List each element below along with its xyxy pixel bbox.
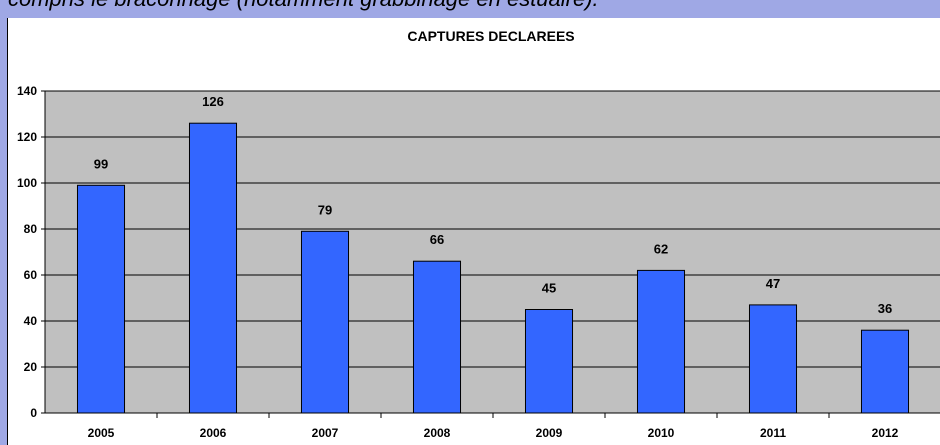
data-label-2007: 79: [318, 202, 332, 217]
y-tick-label: 40: [24, 314, 38, 328]
x-tick-label-2012: 2012: [872, 426, 899, 440]
x-tick-label-2005: 2005: [88, 426, 115, 440]
bar-chart: CAPTURES DECLAREES 0 20 40 60 80 100 120 140 99 2…: [17, 28, 940, 440]
data-label-2008: 66: [430, 232, 444, 247]
data-label-2006: 126: [202, 94, 224, 109]
y-tick-label: 80: [24, 222, 38, 236]
bar-2007: [300, 230, 350, 414]
bar-2010: [636, 269, 686, 414]
plot-background: [45, 91, 940, 413]
data-label-2012: 36: [878, 301, 892, 316]
bar-2012: [860, 329, 910, 414]
data-label-2009: 45: [542, 281, 556, 296]
y-tick-label: 20: [24, 360, 38, 374]
y-tick-label: 100: [17, 176, 37, 190]
chart-title: CAPTURES DECLAREES: [407, 28, 574, 44]
y-tick-label: 140: [17, 84, 37, 98]
bar-2006: [188, 122, 238, 414]
x-tick-label-2010: 2010: [648, 426, 675, 440]
data-label-2011: 47: [766, 276, 780, 291]
y-tick-label: 120: [17, 130, 37, 144]
bar-2008: [412, 260, 462, 414]
bar-2009: [524, 309, 574, 414]
x-tick-label-2011: 2011: [760, 426, 786, 440]
chart-area: CAPTURES DECLAREES 0 20 40 60 80 100 120 140 99 2…: [7, 18, 940, 445]
y-tick-label: 60: [24, 268, 38, 282]
x-tick-label-2007: 2007: [312, 426, 339, 440]
bar-2005: [76, 184, 126, 414]
data-label-2010: 62: [654, 241, 668, 256]
x-tick-label-2008: 2008: [424, 426, 451, 440]
caption-text: compris le braconnage (notamment grabbin…: [8, 0, 599, 12]
bar-2011: [748, 304, 798, 414]
y-tick-label: 0: [30, 406, 37, 420]
x-tick-label-2009: 2009: [536, 426, 563, 440]
x-tick-label-2006: 2006: [200, 426, 227, 440]
data-label-2005: 99: [94, 156, 108, 171]
